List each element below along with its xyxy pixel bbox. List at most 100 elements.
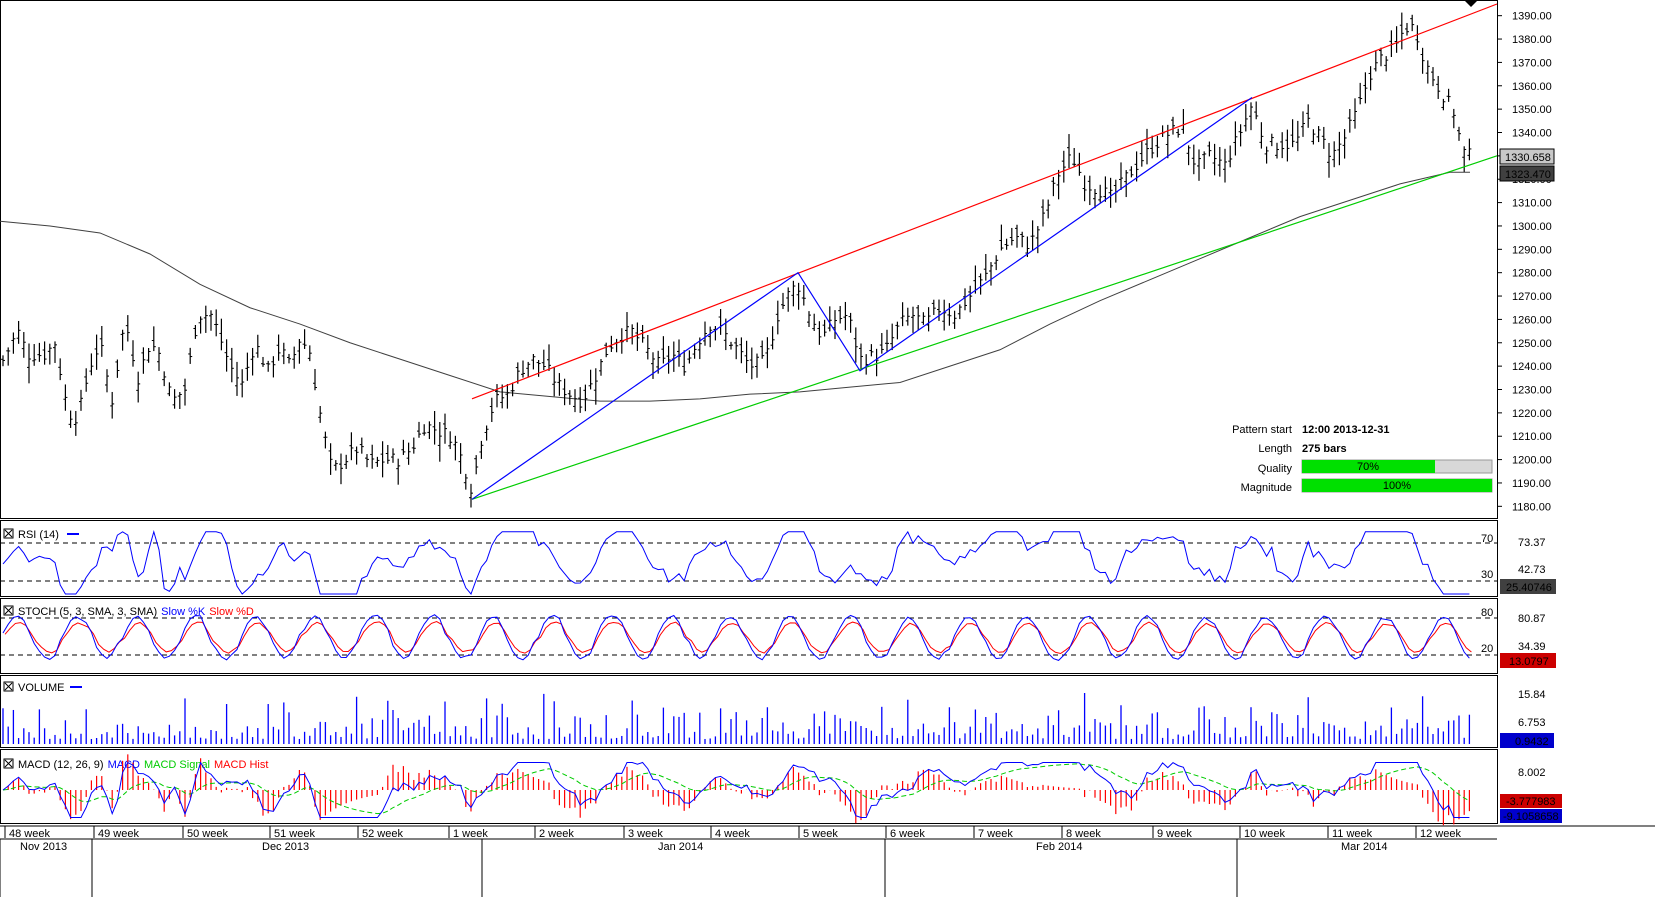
ohlc-bar: [801, 284, 806, 306]
ohlc-bar: [1139, 140, 1144, 167]
ohlc-bar: [1171, 116, 1175, 135]
ohlc-bar: [843, 301, 848, 331]
rsi-close-x: [4, 529, 13, 538]
stoch-tick-80: 80: [1481, 607, 1493, 619]
price-tick-label: 1190.00: [1512, 478, 1551, 490]
ohlc-bar: [853, 327, 858, 363]
macd-last-box: [1500, 809, 1562, 823]
ohlc-bar: [469, 483, 473, 508]
ohlc-bar: [890, 323, 895, 351]
ohlc-bar: [292, 346, 297, 369]
ohlc-bar: [749, 347, 754, 380]
ohlc-bar: [443, 413, 447, 444]
ma-price-box: [1499, 165, 1555, 182]
scroll-indicator-icon[interactable]: [1464, 0, 1478, 7]
ohlc-bar: [931, 299, 936, 315]
stoch-value-high: 80.87: [1518, 613, 1546, 625]
ohlc-bar: [105, 369, 109, 393]
ohlc-bar: [723, 318, 728, 351]
ohlc-bar: [895, 321, 900, 340]
month-label: Feb 2014: [1036, 841, 1082, 853]
price-tick-label: 1380.00: [1512, 34, 1552, 46]
ohlc-bar: [131, 340, 135, 367]
ohlc-bar: [879, 333, 884, 354]
ohlc-bar: [79, 389, 83, 411]
ohlc-bar: [323, 431, 328, 449]
ohlc-bar: [1108, 177, 1113, 208]
pattern-quality-label: Quality: [1258, 463, 1293, 475]
ohlc-bar: [1072, 148, 1077, 167]
ohlc-bar: [385, 444, 390, 464]
ohlc-bar: [219, 318, 224, 351]
macd-title: MACD (12, 26, 9) MACD MACD Signal MACD Hist: [18, 759, 268, 771]
ohlc-bar: [1134, 151, 1139, 182]
ohlc-bar: [1233, 121, 1238, 156]
ohlc-bar: [1197, 149, 1201, 181]
ohlc-bars: [1, 12, 1472, 508]
ohlc-bar: [651, 352, 655, 379]
ohlc-bar: [380, 441, 385, 478]
price-tick-label: 1290.00: [1512, 244, 1552, 256]
pattern-start-value: 12:00 2013-12-31: [1302, 424, 1389, 436]
ohlc-bar: [32, 344, 37, 366]
price-tick-label: 1300.00: [1512, 221, 1552, 233]
ohlc-bar: [1124, 170, 1129, 198]
month-label: Jan 2014: [658, 841, 703, 853]
volume-value-high: 15.84: [1518, 689, 1546, 701]
panel-frames: [0, 0, 1655, 827]
ohlc-bar: [406, 442, 411, 465]
upper-trendline: [471, 3, 1498, 400]
pattern-magnitude-label: Magnitude: [1241, 482, 1292, 494]
pattern-length-label: Length: [1258, 443, 1292, 455]
ohlc-bar: [1186, 145, 1191, 166]
ohlc-bar: [947, 303, 952, 326]
rsi-value-mid: 42.73: [1518, 564, 1546, 576]
ohlc-bar: [1004, 238, 1009, 250]
ohlc-bar: [510, 382, 515, 397]
ohlc-bar: [1046, 199, 1051, 219]
rsi-title: RSI (14): [18, 529, 59, 541]
ohlc-bar: [250, 347, 255, 376]
stoch-title: STOCH (5, 3, SMA, 3, SMA) Slow %K Slow %D: [18, 606, 254, 618]
ohlc-bar: [1041, 199, 1045, 227]
ohlc-bar: [1207, 141, 1212, 157]
ohlc-bar: [1405, 22, 1409, 36]
ohlc-bar: [937, 299, 941, 321]
ohlc-bar: [609, 335, 614, 352]
ohlc-bar: [328, 443, 333, 475]
ohlc-bar: [396, 458, 401, 485]
volume-panel: VOLUME 15.84 6.753 0.9432: [2, 681, 1554, 748]
ohlc-bar: [744, 340, 749, 373]
price-tick-label: 1360.00: [1512, 81, 1552, 93]
ohlc-bar: [463, 473, 468, 490]
ohlc-bar: [1254, 101, 1259, 120]
price-axis-ticks: 1180.00 1190.00 1200.00 1210.00 1220.00 1230.…: [1497, 11, 1552, 513]
ohlc-bar: [515, 362, 520, 384]
rsi-line: [2, 529, 1470, 595]
volume-value-mid: 6.753: [1518, 717, 1546, 729]
ohlc-bar: [1009, 227, 1014, 246]
ohlc-bar: [240, 369, 245, 398]
stoch-panel: STOCH (5, 3, SMA, 3, SMA) Slow %K Slow %D …: [0, 605, 1556, 668]
ohlc-bar: [1155, 135, 1160, 158]
ohlc-bar: [172, 389, 177, 409]
ohlc-bar: [136, 371, 141, 403]
lower-trendline: [471, 155, 1498, 500]
pattern-magnitude-value: 100%: [1383, 480, 1411, 492]
last-price-label: 1330.658: [1505, 152, 1551, 164]
ohlc-bar: [791, 280, 796, 307]
ohlc-bar: [37, 342, 42, 362]
ohlc-bar: [838, 305, 843, 324]
ohlc-bar: [437, 421, 442, 462]
ohlc-bar: [1327, 142, 1331, 178]
ohlc-bar: [521, 360, 525, 378]
ohlc-bar: [1119, 162, 1123, 190]
ohlc-bar: [1160, 125, 1165, 137]
ohlc-bar: [141, 347, 146, 374]
ohlc-bar: [911, 306, 915, 333]
ohlc-bar: [859, 343, 863, 370]
week-label: 4 week: [715, 828, 750, 840]
ohlc-bar: [952, 310, 957, 329]
ohlc-bar: [370, 444, 375, 469]
